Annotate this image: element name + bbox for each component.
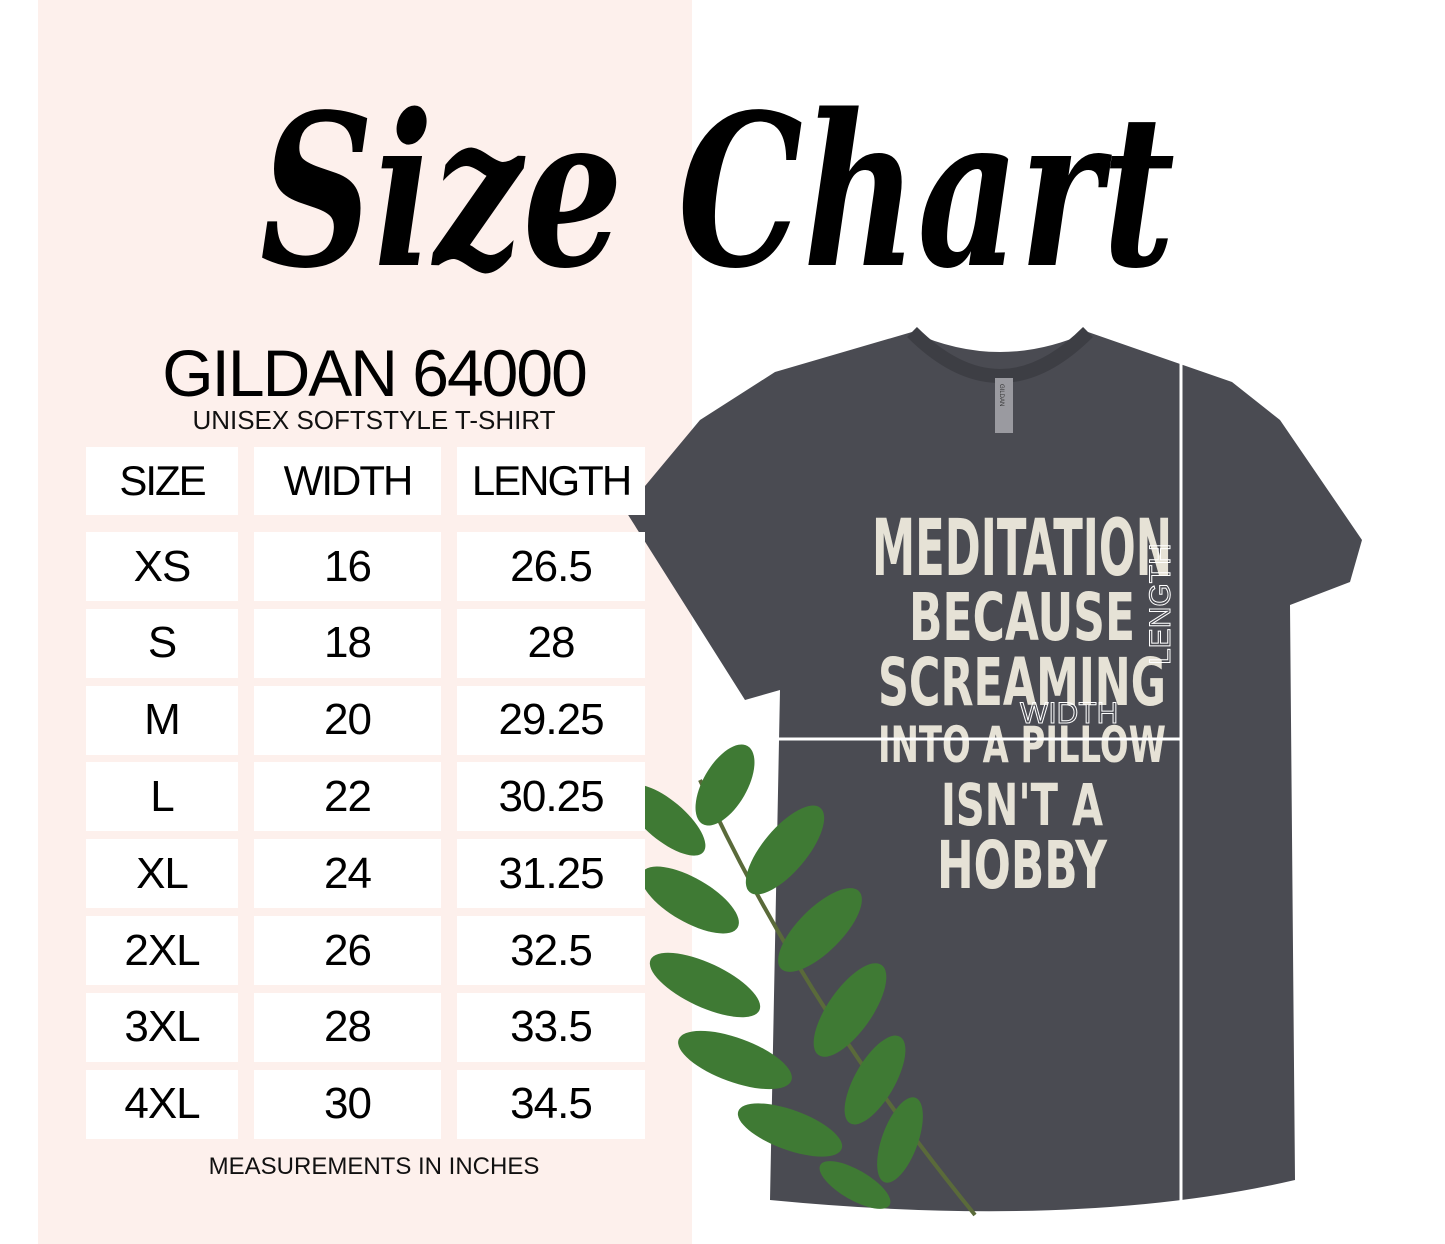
cell-size: 2XL xyxy=(86,916,238,985)
page-title: Size Chart xyxy=(260,68,1175,315)
product-subtitle: UNISEX SOFTSTYLE T-SHIRT xyxy=(192,405,556,435)
cell-size: 3XL xyxy=(86,992,238,1062)
cell-width: 16 xyxy=(254,532,441,601)
cell-width: 18 xyxy=(254,608,441,678)
cell-size: XL xyxy=(86,839,238,909)
cell-length: 30.25 xyxy=(457,762,645,832)
length-label: LENGTH xyxy=(1144,543,1177,665)
cell-length: 29.25 xyxy=(457,685,645,755)
print-line-6: HOBBY xyxy=(937,827,1108,904)
cell-length: 31.25 xyxy=(457,839,645,909)
cell-width: 30 xyxy=(254,1069,441,1139)
print-line-4: INTO A PILLOW xyxy=(878,716,1166,774)
print-line-3: SCREAMING xyxy=(878,644,1166,721)
cell-width: 28 xyxy=(254,992,441,1062)
header-width: WIDTH xyxy=(254,447,441,515)
tshirt-body xyxy=(625,332,1362,1212)
tag-text: GILDAN xyxy=(998,384,1004,406)
print-line-1: MEDITATION xyxy=(872,504,1172,594)
width-label: WIDTH xyxy=(1020,697,1118,730)
cell-size: S xyxy=(86,608,238,678)
header-size: SIZE xyxy=(86,447,238,515)
cell-width: 20 xyxy=(254,685,441,755)
cell-width: 24 xyxy=(254,839,441,909)
page-title-wrap: Size Chart xyxy=(260,68,1175,315)
tag xyxy=(995,378,1013,433)
print-line-5: ISN'T A xyxy=(941,771,1103,839)
measurement-note: MEASUREMENTS IN INCHES xyxy=(208,1153,540,1180)
print-line-2: BECAUSE xyxy=(909,579,1135,656)
cell-length: 28 xyxy=(457,608,645,678)
cell-size: 4XL xyxy=(86,1069,238,1139)
cell-size: L xyxy=(86,762,238,832)
cell-size: M xyxy=(86,685,238,755)
cell-width: 22 xyxy=(254,762,441,832)
cell-length: 34.5 xyxy=(457,1069,645,1139)
cell-length: 26.5 xyxy=(457,532,645,601)
cell-length: 33.5 xyxy=(457,992,645,1062)
header-length: LENGTH xyxy=(457,447,645,515)
cell-length: 32.5 xyxy=(457,916,645,985)
brand-model: GILDAN 64000 xyxy=(162,336,588,410)
cell-size: XS xyxy=(86,532,238,601)
tshirt-collar xyxy=(907,327,1093,383)
cell-width: 26 xyxy=(254,916,441,985)
leaf-branch xyxy=(624,744,977,1217)
